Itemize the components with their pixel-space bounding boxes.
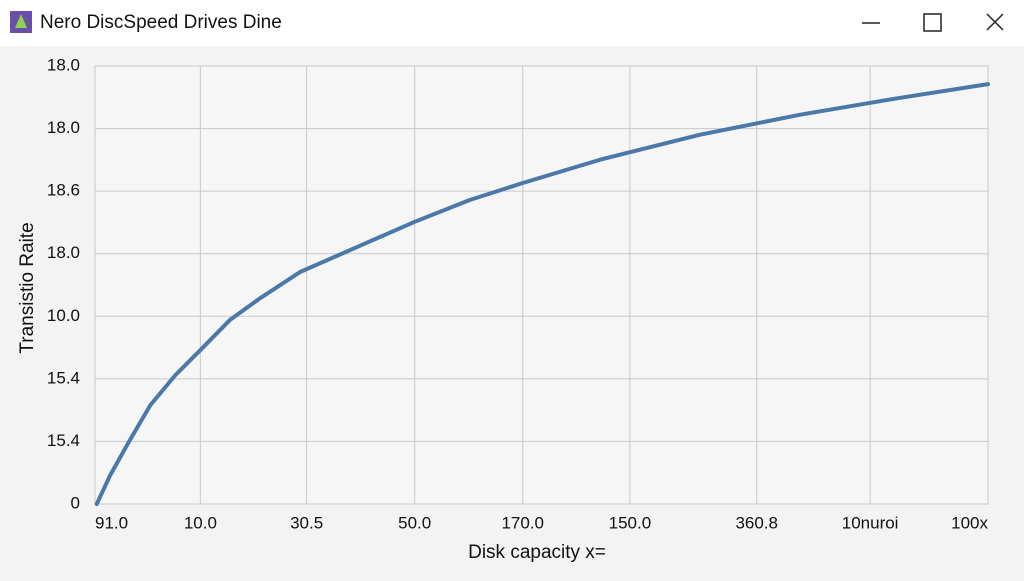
y-tick-label: 0	[71, 493, 80, 512]
close-button[interactable]	[986, 13, 1004, 31]
app-icon-mark	[15, 14, 27, 28]
x-axis-label: Disk capacity x=	[468, 542, 606, 563]
y-tick-label: 15.4	[47, 431, 80, 450]
data-line	[94, 82, 990, 506]
y-tick-label: 15.4	[47, 368, 80, 387]
window-title: Nero DiscSpeed Drives Dine	[40, 12, 282, 33]
y-tick-label: 10.0	[47, 306, 80, 325]
plot-area	[94, 65, 989, 505]
x-tick-label: 150.0	[609, 513, 652, 532]
x-tick-label: 360.8	[735, 513, 778, 532]
y-tick-label: 18.6	[47, 181, 80, 200]
x-tick-label: 100x	[951, 513, 988, 532]
x-tick-label: 30.5	[290, 513, 323, 532]
x-tick-label: 50.0	[398, 513, 431, 532]
x-tick-label: 170.0	[501, 513, 544, 532]
y-tick-label: 18.0	[47, 118, 80, 137]
y-tick-label: 18.0	[47, 55, 80, 74]
title-bar	[0, 0, 1024, 46]
x-tick-label: 91.0	[95, 513, 128, 532]
y-axis-label: Transistio Raite	[17, 222, 38, 353]
maximize-button[interactable]	[923, 13, 942, 32]
x-tick-label: 10nuroi	[842, 513, 899, 532]
y-tick-label: 18.0	[47, 243, 80, 262]
x-tick-label: 10.0	[184, 513, 217, 532]
